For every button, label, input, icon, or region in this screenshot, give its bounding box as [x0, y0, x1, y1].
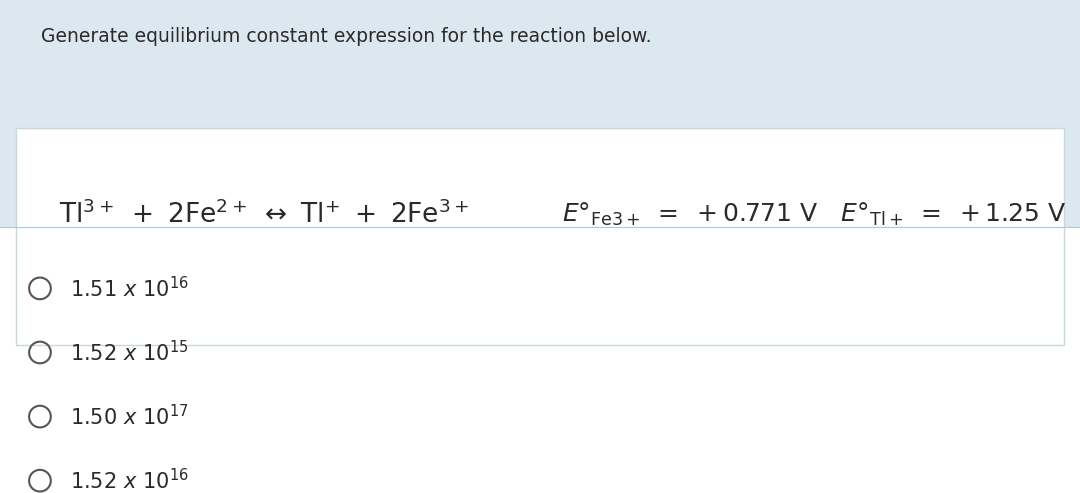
- Text: $1.52\ x\ 10^{15}$: $1.52\ x\ 10^{15}$: [70, 340, 189, 365]
- FancyBboxPatch shape: [0, 227, 1080, 493]
- FancyBboxPatch shape: [0, 0, 1080, 227]
- FancyBboxPatch shape: [16, 128, 1064, 345]
- Text: $1.52\ x\ 10^{16}$: $1.52\ x\ 10^{16}$: [70, 468, 189, 493]
- Text: $\mathregular{Tl}^{3+}$$\mathregular{\ +\ 2Fe}^{2+}$$\ \leftrightarrow\ $$\mathr: $\mathregular{Tl}^{3+}$$\mathregular{\ +…: [59, 200, 470, 229]
- Text: Generate equilibrium constant expression for the reaction below.: Generate equilibrium constant expression…: [41, 27, 651, 46]
- Text: $E°_{\mathregular{Fe3+}}$$\mathregular{\ =\ +0.771\ V}$$\quad$$E°_{\mathregular{: $E°_{\mathregular{Fe3+}}$$\mathregular{\…: [562, 201, 1066, 228]
- Text: $1.50\ x\ 10^{17}$: $1.50\ x\ 10^{17}$: [70, 404, 189, 429]
- Text: $1.51\ x\ 10^{16}$: $1.51\ x\ 10^{16}$: [70, 276, 189, 301]
